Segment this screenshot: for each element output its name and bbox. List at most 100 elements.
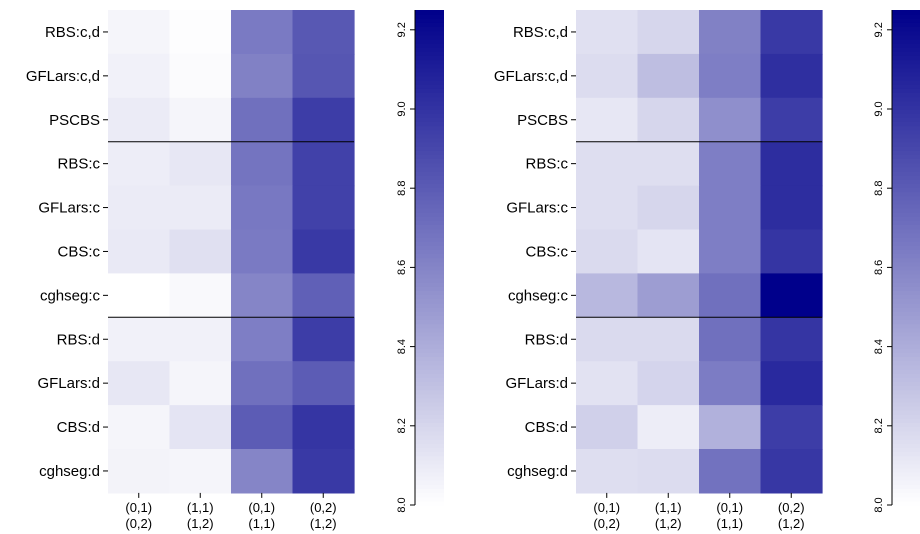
- colorbar-segment: [892, 142, 920, 147]
- heatmap-cell: [699, 185, 762, 231]
- colorbar-segment: [892, 129, 920, 135]
- colorbar-tick-label: 9.0: [396, 101, 408, 116]
- heatmap-cell: [292, 10, 355, 55]
- colorbar-segment: [415, 121, 444, 127]
- column-label-line1: (1,1): [187, 500, 214, 515]
- row-label: cghseg:d: [39, 463, 100, 480]
- row-label: cghseg:c: [40, 287, 101, 304]
- colorbar-segment: [415, 212, 444, 217]
- colorbar-segment: [415, 150, 444, 155]
- colorbar-segment: [892, 55, 920, 61]
- colorbar-segment: [892, 14, 920, 19]
- heatmap-cell: [760, 449, 823, 494]
- heatmap-cell: [637, 53, 700, 99]
- colorbar-segment: [415, 467, 444, 473]
- heatmap-cell: [292, 273, 355, 318]
- colorbar-segment: [892, 47, 920, 52]
- colorbar-segment: [415, 447, 444, 452]
- heatmap-cell: [699, 53, 762, 99]
- heatmap-cell: [231, 361, 294, 406]
- colorbar-tick-label: 8.2: [396, 418, 408, 433]
- heatmap-cell: [231, 405, 294, 450]
- colorbar-segment: [892, 377, 920, 382]
- heatmap-cell: [108, 273, 171, 318]
- colorbar-segment: [892, 38, 920, 44]
- heatmap-cell: [108, 141, 171, 187]
- colorbar-segment: [415, 170, 444, 176]
- colorbar-segment: [892, 455, 920, 461]
- colorbar-segment: [415, 451, 444, 457]
- colorbar-segment: [892, 500, 920, 506]
- colorbar-segment: [415, 492, 444, 498]
- colorbar-segment: [892, 195, 920, 201]
- heatmap-cell: [699, 317, 762, 362]
- colorbar-segment: [415, 18, 444, 23]
- colorbar-segment: [415, 307, 444, 312]
- heatmap-cell: [760, 53, 823, 99]
- heatmap-cell: [108, 405, 171, 450]
- heatmap-cell: [637, 97, 700, 143]
- colorbar-segment: [892, 183, 920, 188]
- colorbar-segment: [892, 96, 920, 102]
- colorbar-segment: [415, 236, 444, 242]
- heatmap-cell: [169, 53, 232, 99]
- colorbar-segment: [415, 224, 444, 230]
- colorbar-segment: [415, 137, 444, 143]
- colorbar-segment: [892, 385, 920, 391]
- colorbar-segment: [415, 488, 444, 494]
- colorbar-segment: [892, 290, 920, 296]
- colorbar-segment: [415, 67, 444, 73]
- heatmap-cell: [169, 229, 232, 274]
- colorbar-tick-label: 9.2: [396, 22, 408, 37]
- colorbar-segment: [892, 224, 920, 230]
- row-label: GFLars:d: [505, 375, 568, 392]
- colorbar-segment: [415, 278, 444, 283]
- heatmap-cell: [576, 273, 639, 318]
- heatmap-cell: [108, 449, 171, 494]
- colorbar-segment: [415, 162, 444, 168]
- colorbar-segment: [415, 10, 444, 15]
- colorbar-segment: [415, 63, 444, 69]
- heatmap-cell: [292, 53, 355, 99]
- heatmap-cell: [699, 10, 762, 55]
- heatmap-cell: [637, 229, 700, 274]
- heatmap-cell: [576, 97, 639, 143]
- heatmap-cell: [637, 185, 700, 231]
- colorbar-tick-label: 8.2: [873, 418, 885, 433]
- colorbar-segment: [415, 393, 444, 399]
- heatmap-cell: [699, 449, 762, 494]
- colorbar-segment: [892, 10, 920, 15]
- colorbar-segment: [892, 170, 920, 176]
- colorbar-segment: [415, 360, 444, 366]
- colorbar-segment: [892, 137, 920, 143]
- colorbar-segment: [892, 84, 920, 89]
- colorbar-segment: [415, 385, 444, 391]
- heatmap-cell: [169, 273, 232, 318]
- colorbar-segment: [415, 476, 444, 481]
- colorbar-segment: [892, 389, 920, 395]
- colorbar-segment: [892, 199, 920, 205]
- heatmap-cell: [231, 141, 294, 187]
- colorbar-segment: [415, 30, 444, 36]
- column-label-line1: (0,1): [716, 500, 743, 515]
- colorbar-segment: [892, 294, 920, 300]
- colorbar-tick-label: 9.2: [873, 22, 885, 37]
- colorbar-segment: [415, 496, 444, 502]
- colorbar-segment: [415, 158, 444, 164]
- heatmap-cell: [169, 10, 232, 55]
- colorbar-segment: [415, 418, 444, 424]
- colorbar-segment: [415, 113, 444, 118]
- colorbar-segment: [892, 381, 920, 386]
- colorbar-segment: [892, 393, 920, 399]
- colorbar-segment: [415, 14, 444, 19]
- row-label: RBS:d: [57, 331, 100, 348]
- column-label-line2: (0,2): [125, 516, 152, 531]
- colorbar-segment: [892, 22, 920, 28]
- heatmap-cell: [231, 185, 294, 231]
- colorbar-segment: [415, 125, 444, 131]
- heatmap-cell: [637, 361, 700, 406]
- colorbar-segment: [415, 410, 444, 415]
- colorbar-tick-label: 8.4: [396, 339, 408, 354]
- row-label: RBS:c,d: [45, 24, 100, 41]
- colorbar-segment: [415, 129, 444, 135]
